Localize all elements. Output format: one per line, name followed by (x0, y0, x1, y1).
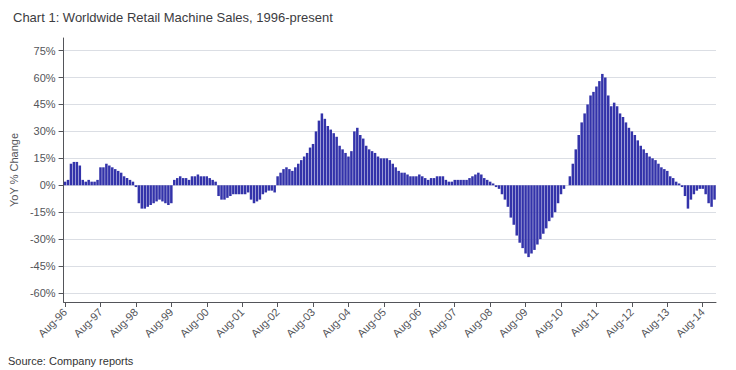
svg-text:Aug-00: Aug-00 (177, 306, 211, 340)
svg-text:Aug-09: Aug-09 (496, 306, 530, 340)
svg-text:Aug-01: Aug-01 (213, 306, 247, 340)
svg-text:Aug-08: Aug-08 (461, 306, 495, 340)
svg-text:60%: 60% (34, 72, 56, 84)
svg-text:Aug-12: Aug-12 (603, 306, 637, 340)
svg-text:-30%: -30% (30, 233, 56, 245)
svg-text:Aug-06: Aug-06 (390, 306, 424, 340)
svg-text:Chart 1: Worldwide Retail Mach: Chart 1: Worldwide Retail Machine Sales,… (13, 10, 333, 25)
svg-text:-15%: -15% (30, 206, 56, 218)
svg-text:Aug-14: Aug-14 (673, 306, 707, 340)
svg-text:15%: 15% (34, 152, 56, 164)
svg-text:-45%: -45% (30, 260, 56, 272)
svg-text:Aug-13: Aug-13 (638, 306, 672, 340)
svg-text:Aug-98: Aug-98 (107, 306, 141, 340)
svg-text:Source: Company reports: Source: Company reports (8, 355, 134, 367)
svg-text:YoY % Change: YoY % Change (8, 133, 20, 207)
svg-text:-60%: -60% (30, 287, 56, 299)
svg-text:Aug-11: Aug-11 (568, 306, 601, 339)
svg-text:Aug-03: Aug-03 (284, 306, 318, 340)
svg-text:Aug-02: Aug-02 (248, 306, 282, 340)
svg-text:45%: 45% (34, 98, 56, 110)
svg-text:Aug-10: Aug-10 (532, 306, 566, 340)
svg-text:Aug-96: Aug-96 (36, 306, 70, 340)
svg-text:Aug-97: Aug-97 (71, 306, 105, 340)
svg-text:Aug-05: Aug-05 (355, 306, 389, 340)
svg-text:0%: 0% (40, 179, 56, 191)
svg-text:Aug-04: Aug-04 (319, 306, 353, 340)
svg-text:Aug-99: Aug-99 (142, 306, 176, 340)
svg-text:30%: 30% (34, 125, 56, 137)
svg-text:Aug-07: Aug-07 (425, 306, 459, 340)
svg-text:75%: 75% (34, 45, 56, 57)
